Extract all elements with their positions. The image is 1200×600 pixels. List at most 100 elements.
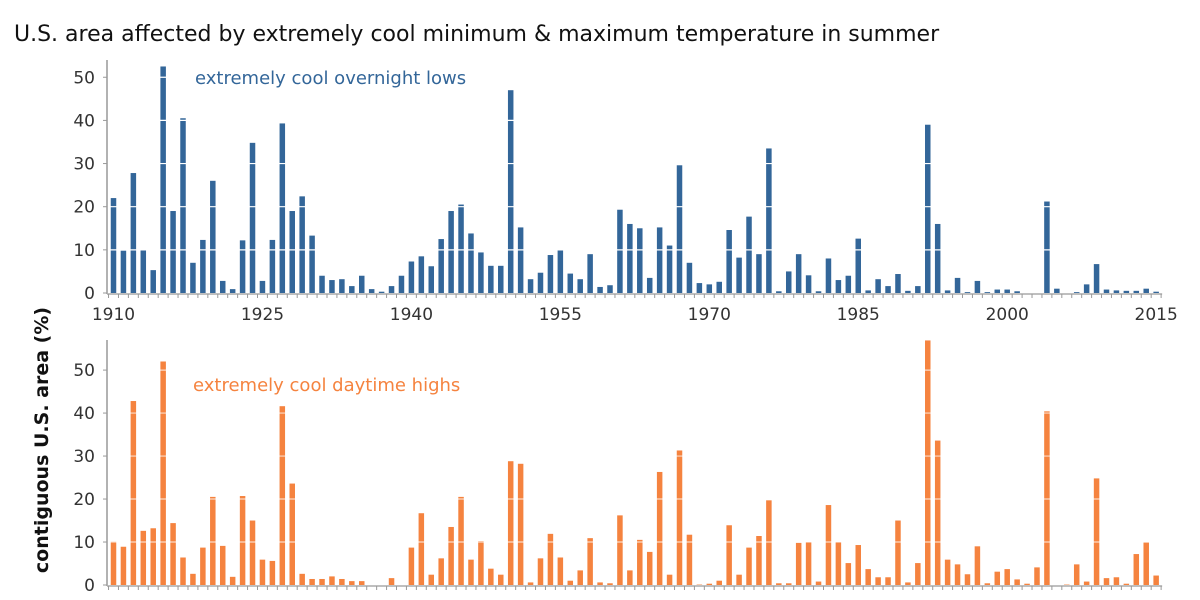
bar-1989	[895, 520, 901, 585]
bar-2000	[1004, 569, 1010, 585]
bar-1944	[448, 526, 454, 585]
bar-1968	[686, 262, 693, 293]
bar-1988	[885, 286, 891, 293]
bar-1931	[319, 578, 325, 585]
bar-1988	[885, 577, 891, 585]
bar-1954	[547, 533, 554, 585]
bar-2001	[1014, 291, 1020, 293]
bar-2015	[1153, 575, 1159, 585]
bar-1938	[388, 286, 395, 293]
bar-1945	[458, 204, 464, 293]
bar-1942	[428, 574, 435, 585]
bar-2009	[1093, 478, 1100, 585]
bar-2013	[1133, 290, 1140, 293]
bar-1969	[696, 283, 703, 293]
bar-1940	[408, 547, 415, 585]
series-annotation: extremely cool overnight lows	[195, 68, 466, 89]
bar-1966	[666, 245, 673, 293]
bar-1930	[309, 578, 315, 585]
bar-1999	[994, 571, 1001, 585]
bar-1934	[349, 581, 355, 585]
bar-1992	[925, 124, 931, 293]
bar-2004	[1044, 411, 1050, 585]
bar-1982	[825, 258, 832, 293]
bar-1985	[855, 238, 861, 293]
bar-1993	[934, 223, 941, 293]
bar-1981	[815, 581, 822, 585]
bar-1984	[845, 563, 852, 585]
bar-1959	[597, 286, 603, 293]
bar-1924	[249, 520, 256, 585]
bar-1945	[458, 496, 464, 585]
bar-1941	[418, 513, 425, 585]
bar-1976	[766, 148, 772, 293]
bar-1970	[706, 284, 713, 293]
bar-1930	[309, 235, 315, 293]
bar-2008	[1083, 284, 1090, 293]
bar-1953	[537, 272, 544, 293]
y-tick-label: 20	[73, 198, 95, 218]
bar-1921	[219, 280, 226, 293]
bar-1927	[279, 123, 286, 293]
bar-1998	[984, 292, 991, 293]
bar-1991	[915, 286, 921, 293]
bar-1954	[547, 255, 554, 293]
bar-1983	[835, 280, 842, 293]
bar-1990	[905, 582, 911, 585]
bar-1939	[398, 275, 405, 293]
bar-1931	[319, 275, 325, 293]
bar-1912	[130, 173, 137, 293]
bar-1949	[498, 265, 504, 293]
bar-1963	[637, 228, 643, 293]
bar-1995	[954, 564, 961, 585]
bar-2013	[1133, 554, 1140, 585]
bar-1911	[120, 546, 127, 585]
bar-2009	[1093, 264, 1100, 293]
bar-1920	[210, 496, 216, 585]
bar-1910	[110, 198, 117, 293]
bar-1957	[577, 279, 583, 293]
bar-1950	[507, 90, 514, 293]
bar-1997	[974, 546, 981, 585]
bar-1952	[527, 582, 534, 585]
bar-1941	[418, 256, 425, 293]
bar-1992	[925, 340, 931, 585]
bar-1960	[607, 583, 613, 585]
bar-1980	[805, 275, 812, 293]
bar-1963	[637, 539, 643, 585]
y-tick-label: 30	[73, 155, 95, 175]
bar-1914	[150, 270, 156, 293]
bar-1916	[170, 523, 176, 585]
bar-2015	[1153, 291, 1159, 293]
bar-1932	[329, 280, 335, 293]
bar-1951	[517, 227, 524, 293]
bar-1962	[627, 223, 633, 293]
bar-1993	[934, 440, 941, 585]
bar-1956	[567, 580, 574, 585]
bar-1944	[448, 211, 454, 293]
bar-1942	[428, 266, 435, 293]
bar-1910	[110, 541, 117, 585]
y-axis-label: contiguous U.S. area (%)	[31, 307, 53, 573]
bar-1998	[984, 583, 991, 585]
bar-1948	[488, 568, 494, 585]
bar-1981	[815, 291, 822, 293]
bar-1978	[785, 583, 792, 585]
x-tick-label: 2000	[986, 305, 1029, 325]
bar-1999	[994, 289, 1001, 293]
bar-1994	[944, 290, 951, 293]
bar-1984	[845, 275, 852, 293]
y-tick-label: 50	[73, 68, 95, 88]
bar-1928	[289, 211, 295, 293]
bar-1966	[666, 574, 673, 585]
bar-1918	[190, 573, 196, 585]
bar-1955	[557, 557, 564, 585]
bar-1921	[219, 545, 226, 585]
bar-2012	[1123, 290, 1130, 293]
bar-1952	[527, 279, 534, 293]
bar-1946	[468, 559, 474, 585]
bar-1980	[805, 542, 812, 585]
bar-2014	[1143, 288, 1149, 293]
bar-1962	[627, 570, 633, 585]
